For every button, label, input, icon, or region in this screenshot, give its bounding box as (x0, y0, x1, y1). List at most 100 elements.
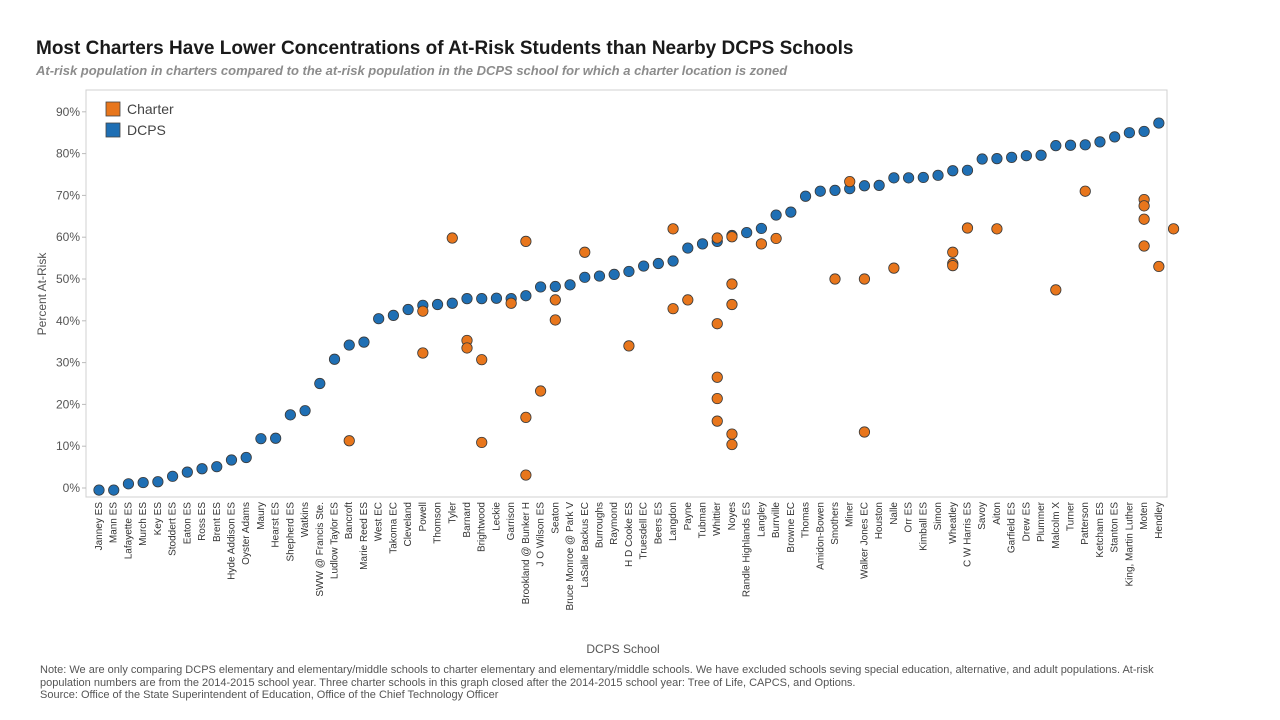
x-category-label: Drew ES (1021, 502, 1032, 542)
y-tick-label: 60% (56, 230, 80, 244)
x-category-label: Takoma EC (388, 502, 399, 554)
charter-point (711, 232, 723, 244)
dcps-point (1064, 139, 1077, 151)
y-tick-label: 90% (56, 105, 80, 119)
dcps-point (431, 298, 444, 311)
x-category-label: Bancroft (344, 502, 355, 539)
charter-point (829, 273, 841, 285)
dcps-point (1094, 136, 1106, 148)
dcps-point (402, 303, 414, 316)
y-tick-label: 40% (56, 314, 80, 328)
charter-point (888, 262, 900, 274)
x-category-label: Leckie (491, 502, 502, 531)
x-category-label: West EC (374, 502, 385, 541)
plot-frame (85, 89, 1168, 498)
x-category-label: Brightwood (477, 502, 488, 552)
x-category-label: Key ES (153, 502, 164, 536)
dcps-point (343, 339, 355, 351)
charter-legend-label: Charter (127, 101, 174, 117)
x-category-label: Noyes (727, 502, 738, 530)
x-category-label: Patterson (1080, 502, 1091, 545)
dcps-point (755, 222, 768, 235)
y-tick-label: 70% (56, 188, 80, 202)
x-category-label: Raymond (609, 502, 620, 545)
dcps-point (932, 169, 944, 181)
x-category-label: Moten (1139, 502, 1150, 530)
x-category-label: Turner (1066, 501, 1077, 531)
dcps-point (1123, 127, 1136, 139)
dcps-point (196, 463, 208, 475)
charter-point (726, 231, 738, 243)
chart-subtitle: At-risk population in charters compared … (36, 63, 788, 78)
x-category-label: Watkins (300, 502, 311, 537)
dcps-point (108, 484, 120, 496)
charter-point (1050, 284, 1062, 296)
x-category-label: Garfield ES (1007, 502, 1018, 553)
dcps-point (873, 179, 885, 191)
charter-point (961, 222, 974, 234)
charter-point (476, 436, 488, 449)
dcps-point (858, 180, 871, 192)
x-category-label: Cleveland (403, 502, 414, 546)
charter-point (947, 260, 959, 272)
charter-point (947, 246, 959, 258)
charter-point (1079, 185, 1091, 197)
x-category-label: Ross ES (197, 502, 208, 541)
y-tick-label: 50% (56, 272, 80, 286)
chart-title: Most Charters Have Lower Concentrations … (36, 38, 854, 59)
charter-point (726, 438, 738, 451)
dcps-point (682, 242, 694, 254)
charter-point (726, 428, 738, 440)
charter-point (417, 347, 429, 359)
dcps-point (829, 184, 841, 196)
dcps-point (667, 255, 679, 267)
dcps-point (314, 377, 326, 390)
x-category-label: H D Cooke ES (624, 502, 635, 567)
dcps-point (579, 271, 591, 283)
dcps-point (137, 476, 149, 489)
x-category-label: Orr ES (904, 502, 915, 533)
dcps-point (255, 433, 267, 445)
x-category-label: SWW @ Francis Ste. (315, 502, 326, 597)
dcps-legend-swatch (105, 122, 121, 138)
y-tick-label: 20% (56, 397, 80, 411)
y-tick-label: 30% (56, 356, 80, 370)
dcps-point (785, 206, 797, 218)
x-category-label: Maury (256, 502, 267, 530)
dcps-point (122, 478, 135, 490)
charter-point (682, 294, 694, 306)
x-category-label: Bruce Monroe @ Park V (565, 502, 576, 611)
x-category-label: Eaton ES (182, 502, 193, 545)
x-category-label: Hendley (1154, 502, 1165, 539)
x-category-label: Burroughs (594, 502, 605, 548)
charter-point (991, 223, 1003, 235)
x-category-label: Ludlow Taylor ES (330, 502, 341, 579)
x-category-label: Nalle (889, 502, 900, 525)
charter-legend-swatch (105, 101, 121, 117)
charter-point (755, 238, 768, 250)
charter-point (1153, 260, 1165, 273)
dcps-point (549, 280, 561, 293)
charter-point (711, 392, 723, 405)
charter-point (417, 305, 429, 317)
x-category-label: Hearst ES (271, 502, 282, 548)
x-category-label: Mann ES (109, 502, 120, 543)
dcps-point (167, 470, 179, 482)
x-category-label: Hyde Addison ES (226, 502, 237, 580)
charter-point (711, 371, 723, 383)
dcps-point (446, 297, 458, 309)
x-category-label: Stanton ES (1110, 502, 1121, 553)
dcps-point (799, 190, 812, 202)
charter-point (844, 176, 856, 188)
x-category-label: Kimball ES (918, 502, 929, 551)
y-axis-title: Percent At-Risk (35, 252, 49, 336)
x-category-label: Seaton (550, 502, 561, 534)
x-category-label: Beers ES (653, 502, 664, 545)
x-category-label: Thomson (433, 502, 444, 544)
x-category-label: King, Martin Luther (1124, 501, 1135, 586)
dcps-point (490, 292, 503, 304)
dcps-point (623, 265, 635, 278)
charter-point (770, 232, 782, 245)
x-category-label: Oyster Adams (241, 502, 252, 565)
dcps-point (902, 172, 915, 184)
